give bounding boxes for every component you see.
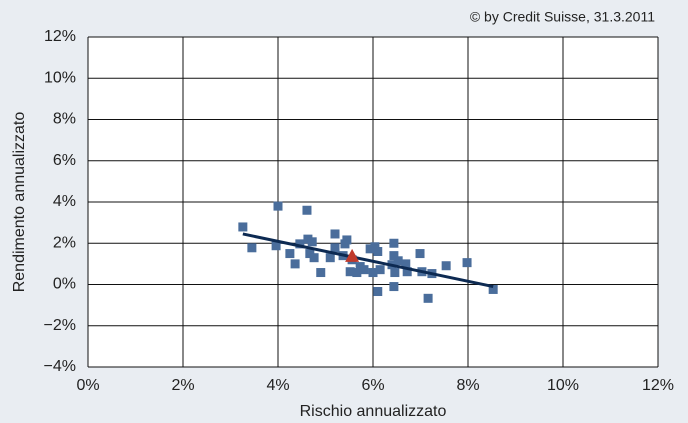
scatter-point (309, 253, 319, 263)
y-tick-label: 0% (53, 276, 76, 293)
x-tick-label: 6% (361, 377, 384, 394)
scatter-point (393, 256, 403, 266)
trend-line (242, 232, 494, 289)
scatter-point (389, 238, 399, 248)
x-tick-label: 10% (547, 377, 579, 394)
scatter-point (389, 282, 399, 292)
x-tick-label: 4% (266, 377, 289, 394)
scatter-point (330, 243, 340, 253)
scatter-point (271, 241, 281, 251)
scatter-point (370, 242, 380, 252)
annotation: © by Credit Suisse, 31.3.2011 (470, 9, 655, 25)
scatter-point (342, 235, 352, 245)
y-axis-label: Rendimento annualizzato (11, 112, 28, 293)
y-tick-label: −4% (44, 358, 76, 375)
scatter-point (415, 249, 425, 259)
scatter-point (390, 268, 400, 278)
x-tick-label: 8% (456, 377, 479, 394)
y-tick-label: 2% (53, 234, 76, 251)
scatter-point (359, 265, 369, 275)
scatter-point (238, 222, 248, 232)
scatter-point (373, 247, 383, 256)
x-tick-label: 2% (171, 377, 194, 394)
scatter-point (295, 239, 305, 249)
scatter-point (373, 287, 383, 297)
scatter-point (325, 253, 335, 263)
x-axis-label: Rischio annualizzato (300, 403, 447, 420)
y-tick-label: 4% (53, 193, 76, 210)
scatter-point (462, 258, 472, 268)
scatter-point (345, 267, 355, 277)
x-tick-label: 0% (76, 377, 99, 394)
y-tick-label: 10% (44, 69, 76, 86)
scatter-point (330, 229, 340, 239)
scatter-point (441, 261, 451, 271)
y-tick-label: 8% (53, 111, 76, 128)
y-tick-label: 6% (53, 152, 76, 169)
y-tick-label: 12% (44, 28, 76, 45)
scatter-point (285, 249, 295, 259)
scatter-point (401, 259, 411, 269)
scatter-point (290, 259, 300, 269)
scatter-point (389, 251, 399, 261)
scatter-point (302, 205, 312, 215)
scatter-point (307, 237, 317, 247)
scatter-point (375, 265, 385, 275)
scatter-point (488, 284, 498, 294)
scatter-point (247, 243, 257, 253)
scatter-point (402, 267, 412, 277)
scatter-point (423, 293, 433, 303)
scatter-point (316, 268, 326, 278)
scatter-point (352, 268, 362, 278)
y-tick-label: −2% (44, 317, 76, 334)
scatter-point (368, 268, 378, 278)
scatter-point (273, 201, 283, 211)
x-tick-label: 12% (642, 377, 674, 394)
scatter-point (365, 244, 375, 254)
highlight-point (345, 248, 360, 262)
